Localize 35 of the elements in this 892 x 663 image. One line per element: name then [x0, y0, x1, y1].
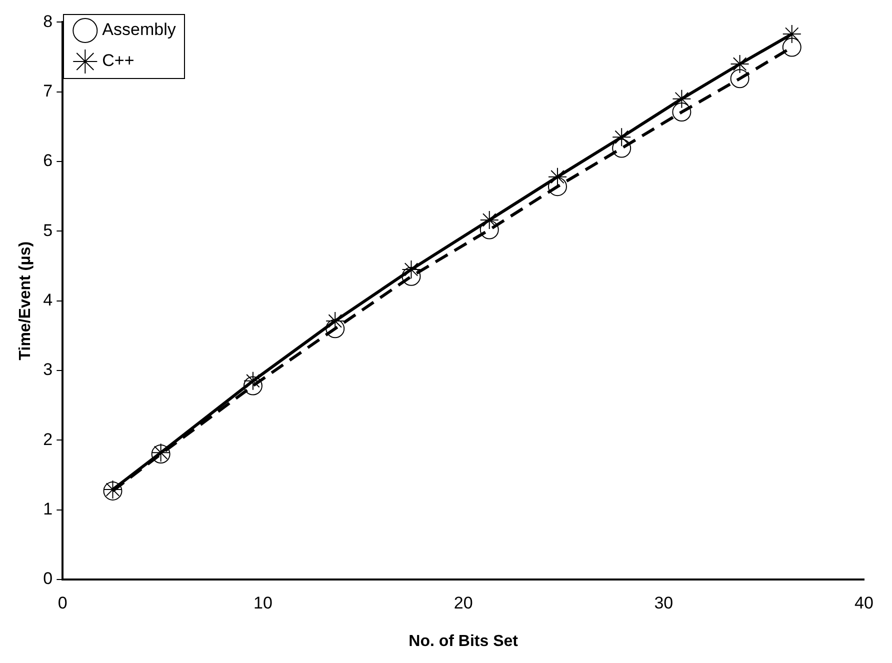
point	[730, 69, 750, 88]
point	[480, 210, 499, 230]
y-tick-label: 1	[43, 499, 53, 518]
point	[612, 128, 632, 147]
y-axis-title: Time/Event (μs)	[17, 241, 34, 360]
x-tick-label: 30	[654, 593, 674, 612]
point	[612, 138, 632, 158]
x-tick-label: 10	[254, 593, 272, 612]
legend-label: C++	[102, 51, 134, 70]
point	[548, 177, 567, 196]
legend-label: Assembly	[102, 20, 176, 40]
y-tick-label: 3	[43, 360, 53, 380]
point	[782, 24, 802, 44]
y-tick-label: 8	[43, 12, 53, 31]
point	[782, 38, 802, 57]
x-tick-label: 0	[58, 593, 68, 612]
point	[548, 167, 567, 186]
y-tick-label: 6	[43, 151, 53, 170]
point	[480, 220, 499, 240]
y-tick-label: 4	[43, 290, 53, 310]
x-axis-title: No. of Bits Set	[408, 632, 519, 650]
point	[243, 376, 262, 396]
point	[402, 266, 421, 286]
y-tick-label: 7	[43, 82, 53, 101]
x-tick-label: 20	[454, 593, 473, 612]
point	[730, 54, 750, 74]
x-tick-label: 40	[854, 593, 874, 612]
point	[402, 260, 421, 279]
point	[672, 89, 692, 108]
y-tick-label: 0	[43, 569, 53, 588]
point	[326, 319, 345, 338]
y-tick-label: 2	[43, 430, 53, 449]
point	[243, 371, 262, 390]
y-tick-label: 5	[43, 220, 53, 240]
point	[672, 102, 692, 122]
